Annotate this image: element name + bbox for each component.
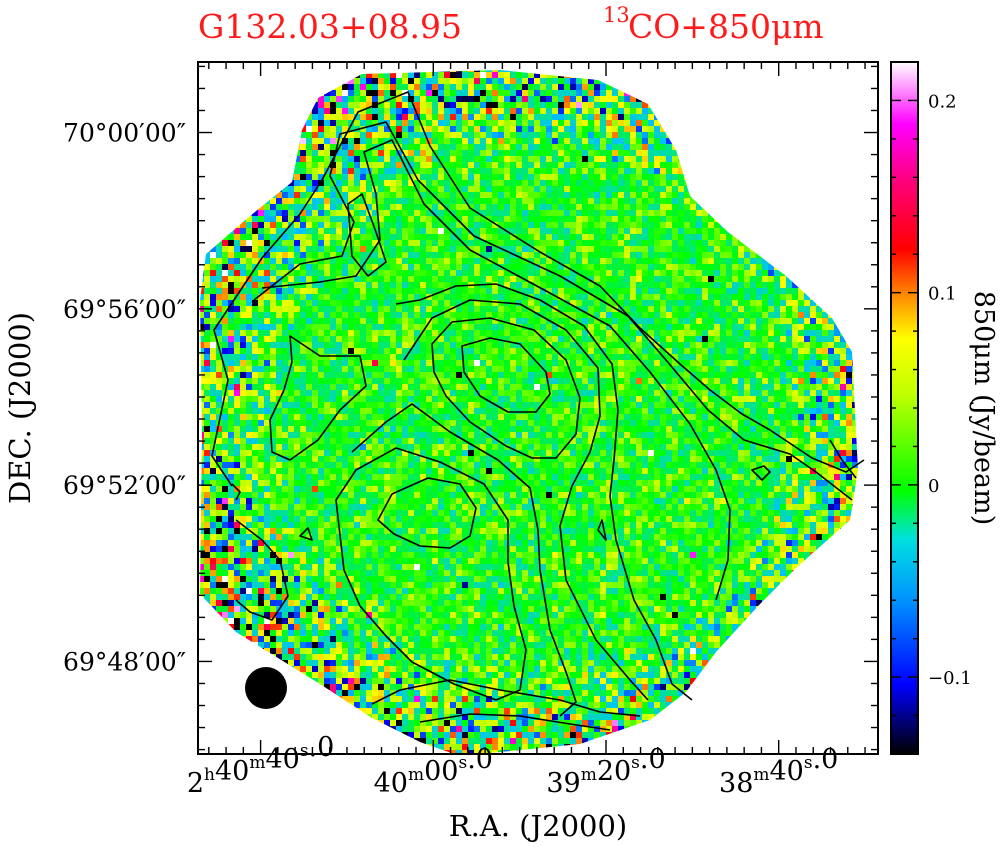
- colorbar-tick-label: 0: [928, 476, 939, 497]
- x-tick-label: 2h40m40s.0: [187, 732, 334, 799]
- chart-title-tracer: CO+850μm: [628, 7, 824, 46]
- contour-level-4: [347, 193, 387, 277]
- contour-level-18: [751, 465, 771, 481]
- y-tick-label: 70°00′00″: [63, 119, 186, 148]
- x-axis-label: R.A. (J2000): [449, 809, 628, 843]
- colorbar-tick-labels: 0.2 0.1 0 −0.1: [928, 91, 972, 689]
- contour-level-10: [351, 403, 577, 717]
- y-tick-label: 69°48′00″: [63, 647, 186, 676]
- y-tick-label: 69°56′00″: [63, 295, 186, 324]
- colorbar-ticks: [891, 61, 918, 755]
- contour-level-5: [269, 335, 367, 461]
- contour-level-12: [377, 477, 477, 549]
- colorbar-label: 850μm (Jy/beam): [968, 291, 999, 525]
- beam-marker: [245, 667, 287, 709]
- plot-frame: [197, 61, 879, 755]
- contour-level-9: [461, 337, 551, 413]
- contour-level-3: [261, 139, 731, 601]
- contour-level-8: [431, 317, 581, 459]
- contour-level-7: [403, 299, 649, 701]
- contour-level-19: [829, 439, 857, 479]
- x-tick-label: 38m40s.0: [719, 744, 838, 799]
- axis-ticks: [198, 62, 878, 754]
- colorbar-tick-label: 0.2: [928, 91, 957, 112]
- x-tick-label: 39m20s.0: [546, 744, 665, 799]
- contour-level-1: [211, 91, 865, 487]
- contour-level-6: [395, 283, 693, 701]
- y-tick-labels: 70°00′00″ 69°56′00″ 69°52′00″ 69°48′00″: [63, 119, 186, 677]
- contour-level-11: [335, 447, 527, 701]
- contour-level-13: [235, 519, 289, 621]
- contour-level-15: [419, 713, 611, 731]
- colorbar-tick-label: −0.1: [928, 668, 972, 689]
- chart-title-tracer-superscript: 13: [603, 3, 630, 27]
- colorbar: 0.2 0.1 0 −0.1 850μm (Jy/beam): [890, 61, 999, 755]
- y-tick-label: 69°52′00″: [63, 471, 186, 500]
- y-axis-label: DEC. (J2000): [3, 312, 37, 504]
- contour-level-16: [299, 527, 313, 541]
- x-tick-labels: 2h40m40s.0 40m00s.0 39m20s.0 38m40s.0: [187, 732, 839, 799]
- contour-level-17: [597, 519, 607, 541]
- plot-area: [198, 62, 878, 754]
- co-contours: [211, 91, 865, 731]
- x-tick-label: 40m00s.0: [374, 744, 493, 799]
- contour-level-20: [231, 483, 241, 501]
- contour-level-14: [371, 679, 641, 717]
- colorbar-tick-label: 0.1: [928, 284, 957, 305]
- chart-title-source: G132.03+08.95: [198, 7, 462, 46]
